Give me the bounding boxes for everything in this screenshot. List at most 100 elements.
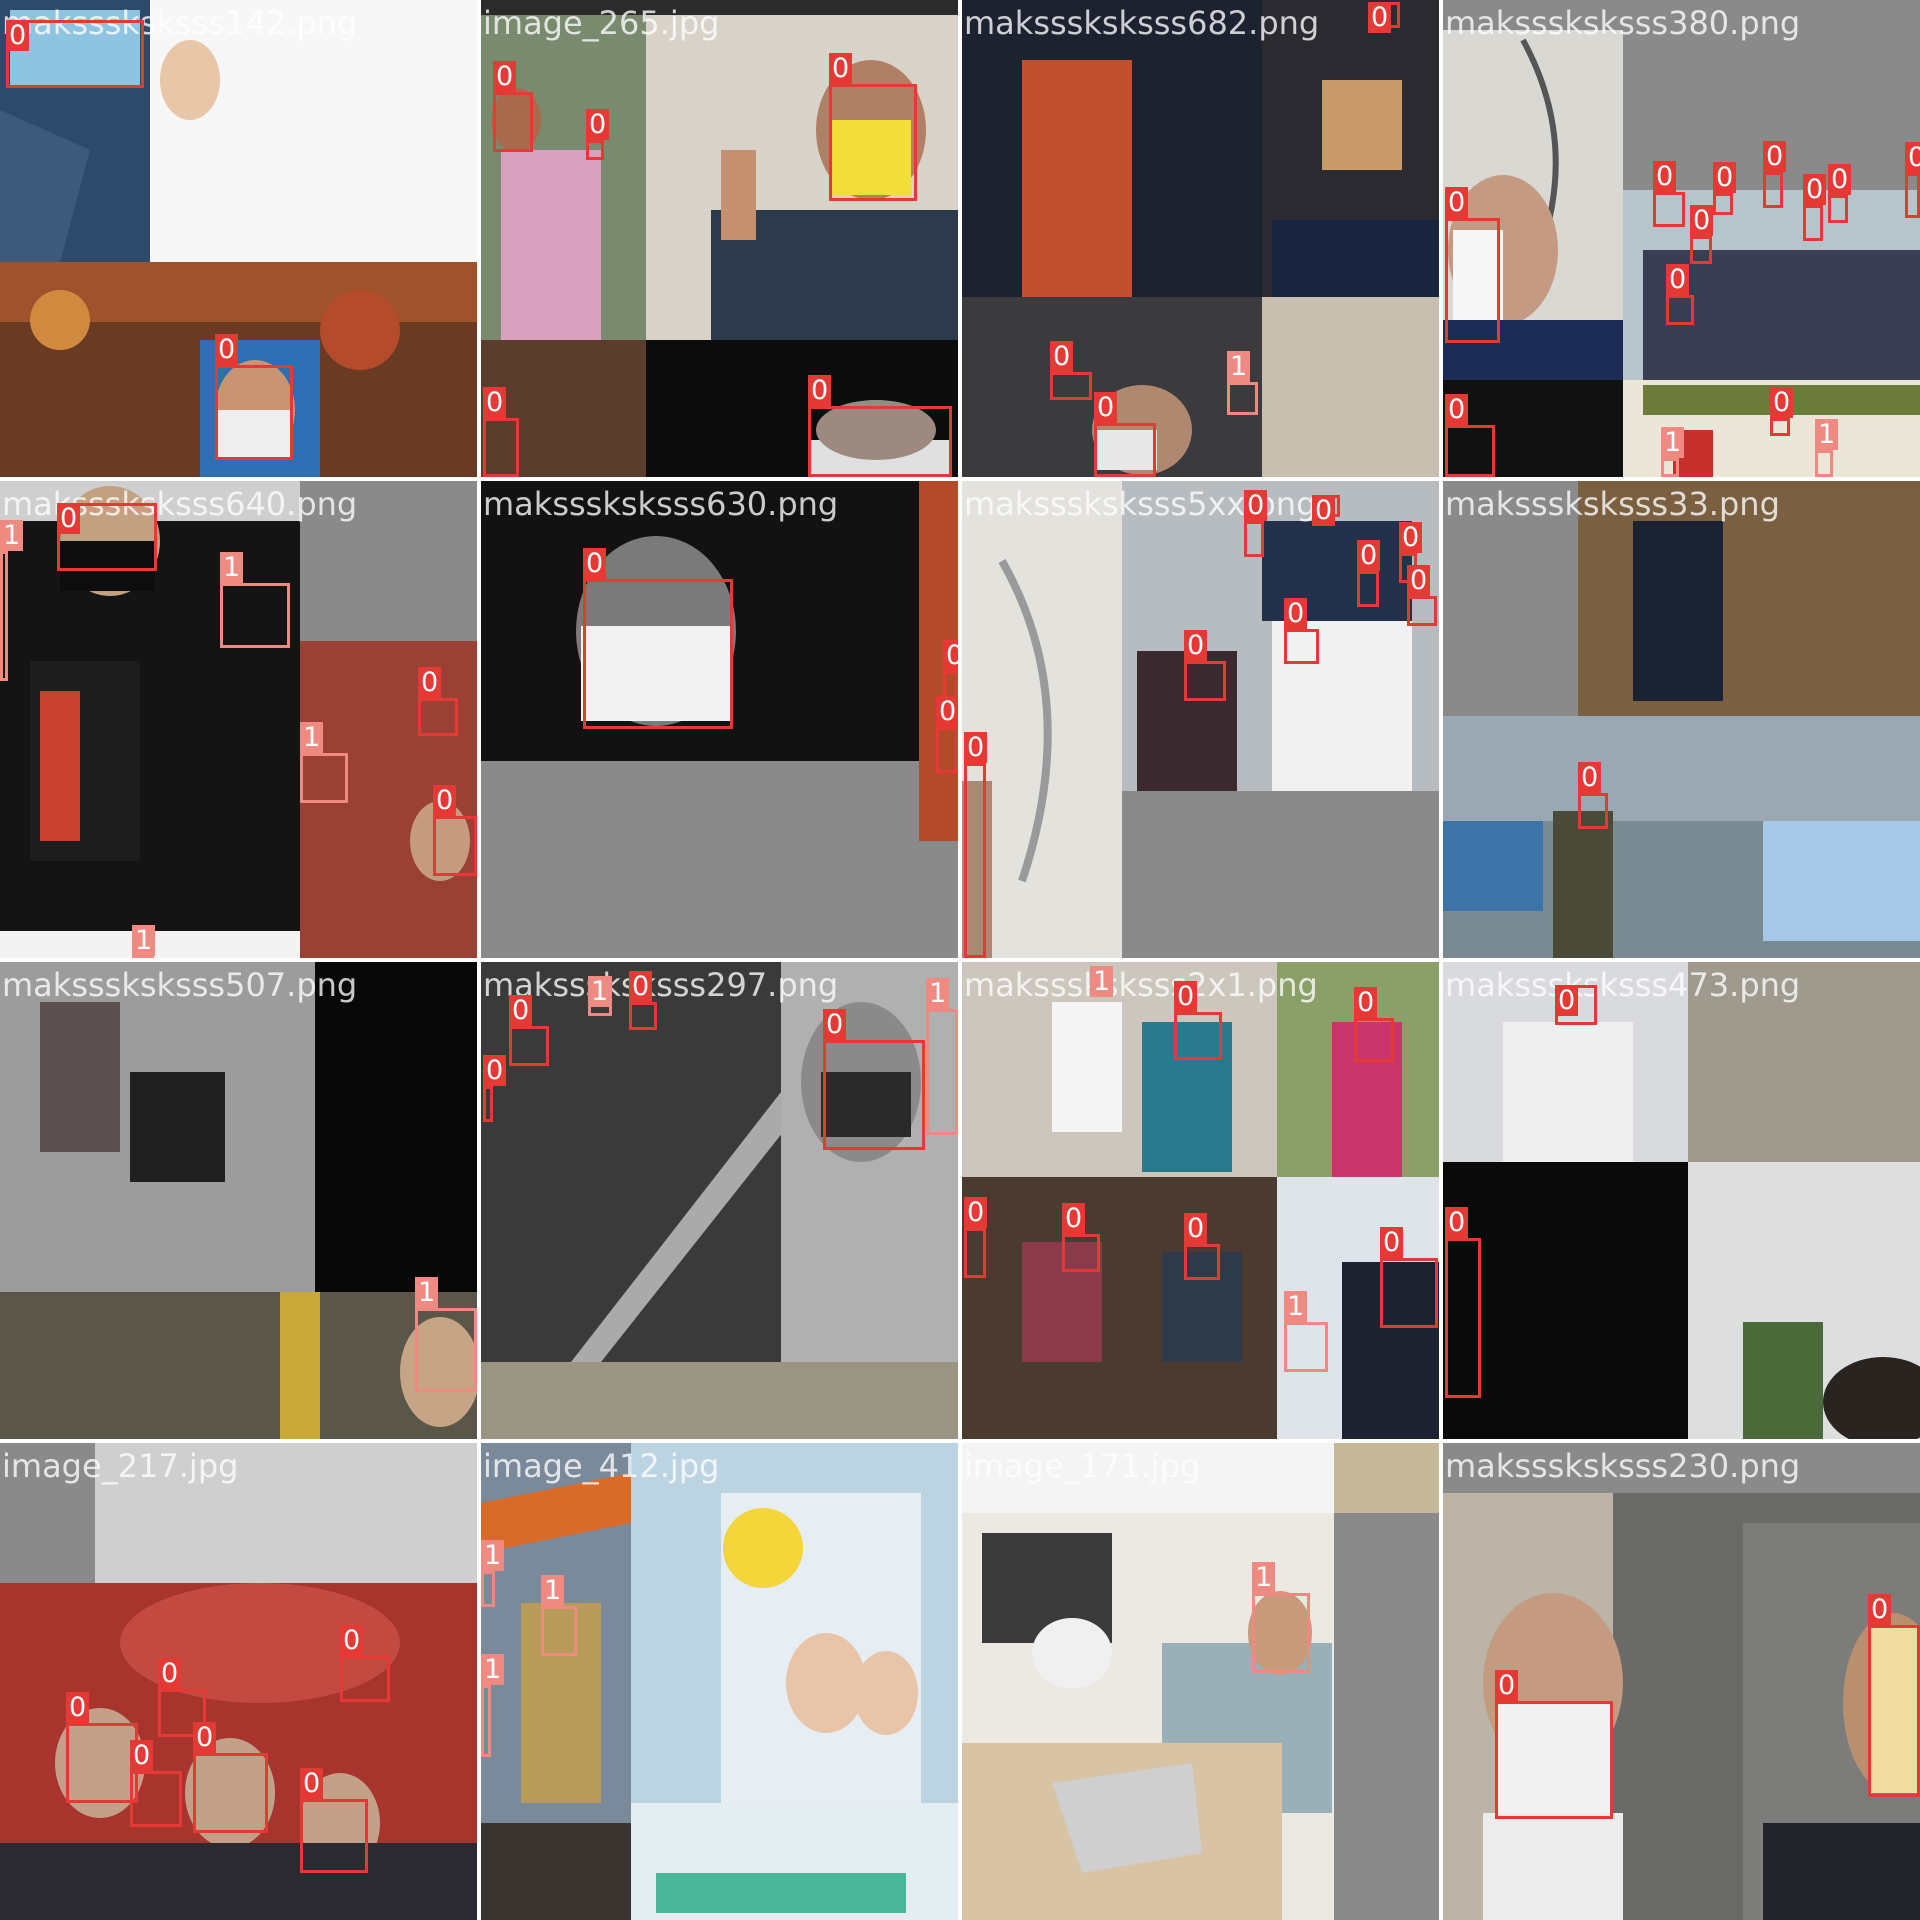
detection-class-label: 0 [1244,490,1268,521]
detection-class-label: 1 [1227,351,1251,382]
detection-box: 0 [1803,174,1827,241]
detection-class-label: 0 [629,971,653,1002]
tile-photo [962,0,1439,477]
detection-box: 1 [541,1575,577,1656]
detection-class-label: 0 [1555,985,1579,1016]
detection-box: 0 [1062,1203,1100,1272]
tile-photo [481,0,958,477]
detection-class-label: 0 [1905,142,1920,173]
tile-photo [0,481,477,958]
detection-box: 0 [483,387,519,477]
detection-box: 0 [1357,540,1381,607]
detection-box: 0 [6,20,144,88]
detection-class-label: 0 [823,1009,847,1040]
detection-box: 0 [586,109,610,160]
detection-box: 0 [1050,341,1092,400]
detection-box: 0 [964,1197,988,1278]
detection-box: 0 [1905,142,1920,218]
detection-class-label: 0 [1653,161,1677,192]
detection-box: 1 [1284,1291,1328,1372]
detection-box: 0 [583,548,733,729]
detection-box: 0 [1495,1670,1613,1819]
detection-box: 0 [1653,161,1685,227]
detection-box: 0 [964,732,988,958]
detection-class-label: 0 [158,1658,182,1689]
detection-class-label: 0 [1368,2,1392,33]
detection-box: 1 [1227,351,1258,415]
detection-class-label: 0 [936,696,958,727]
detection-box: 1 [1090,966,1114,997]
detection-class-label: 0 [1184,1213,1208,1244]
detection-class-label: 1 [481,1654,505,1685]
detection-class-label: 0 [808,375,832,406]
detection-class-label: 0 [1495,1670,1519,1701]
detection-class-label: 0 [300,1768,324,1799]
tile-photo [481,481,958,958]
tile-photo [1443,0,1920,477]
detection-class-label: 1 [1661,427,1685,458]
detection-box: 0 [1578,762,1608,829]
tile-photo [0,1443,477,1920]
tile-photo [0,0,477,477]
detection-class-label: 0 [1770,387,1794,418]
detection-class-label: 0 [1803,174,1827,205]
detection-class-label: 0 [1357,540,1381,571]
detection-class-label: 0 [964,732,988,763]
detection-box: 1 [220,552,290,648]
tile-photo [481,1443,958,1920]
tile-photo [481,962,958,1439]
tile-photo [1443,962,1920,1439]
mosaic-tile: image_171.jpg 1 [962,1443,1439,1920]
detection-box: 0 [193,1722,268,1833]
detection-box: 0 [509,995,549,1066]
detection-class-label: 0 [1184,630,1208,661]
detection-box: 1 [588,976,612,1016]
detection-class-label: 1 [541,1575,565,1606]
detection-class-label: 1 [415,1277,439,1308]
detection-box: 0 [1380,1227,1438,1328]
detection-box: 0 [1174,981,1222,1060]
detection-class-label: 1 [0,520,24,551]
detection-class-label: 0 [1284,598,1308,629]
detection-box: 0 [57,503,157,571]
detection-box: 0 [1407,565,1437,626]
detection-class-label: 0 [1312,495,1336,526]
detection-box: 0 [130,1740,182,1827]
detection-class-label: 1 [1815,419,1839,450]
mosaic-tile: maksssksksss507.png 1 [0,962,477,1439]
detection-box: 0 [823,1009,925,1150]
detection-box: 1 [1661,427,1685,477]
detection-class-label: 0 [215,334,239,365]
detection-box: 0 [1445,394,1495,477]
detection-box: 0 [1713,162,1737,215]
tile-photo [1443,481,1920,958]
detection-box: 0 [1690,205,1714,264]
detection-box: 0 [215,334,293,460]
detection-class-label: 0 [1763,141,1787,172]
detection-class-label: 0 [943,640,958,671]
detection-class-label: 0 [1062,1203,1086,1234]
detection-class-label: 0 [493,61,517,92]
detection-class-label: 0 [1690,205,1714,236]
detection-box: 1 [926,978,958,1135]
detection-box: 0 [1770,387,1794,436]
detection-box: 1 [1815,419,1839,477]
detection-box: 0 [1354,987,1394,1062]
detection-box: 0 [1666,264,1694,325]
detection-class-label: 0 [1380,1227,1404,1258]
detection-box: 0 [1445,1207,1481,1398]
detection-box: 0 [1368,2,1400,33]
detection-class-label: 0 [483,387,507,418]
detection-box: 1 [415,1277,477,1392]
detection-box: 0 [1184,1213,1220,1280]
detection-class-label: 0 [193,1722,217,1753]
detection-class-label: 1 [588,976,612,1007]
